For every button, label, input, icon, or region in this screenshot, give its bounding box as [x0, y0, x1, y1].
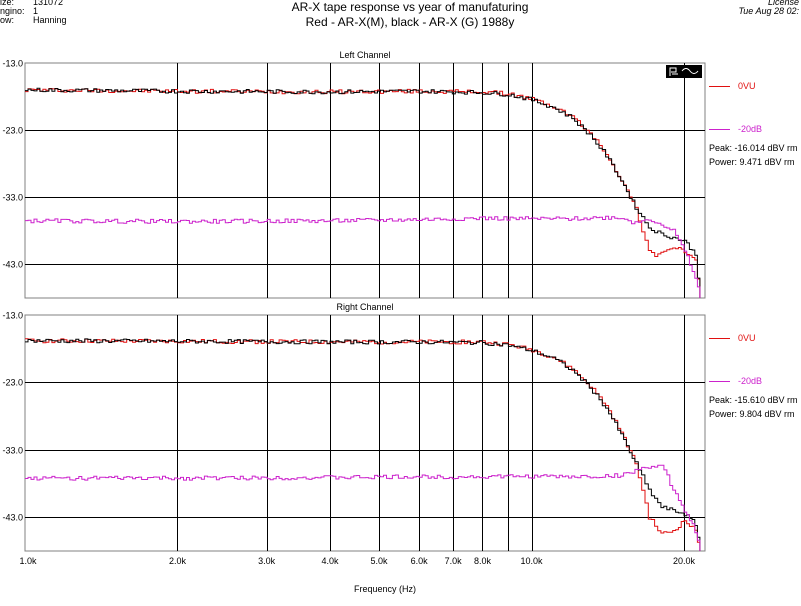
- license-label: License: [767, 0, 799, 7]
- x-tick-label: 10.0k: [521, 556, 544, 566]
- panel2-stats-line-1: Peak: -15.610 dBV rm: [709, 395, 798, 405]
- info-label-3: ow:: [0, 15, 15, 25]
- info-value-2: 1: [33, 6, 39, 16]
- panel2-stats-line-2: Power: 9.804 dBV rm: [709, 409, 795, 419]
- panel1-stats-line-2: Power: 9.471 dBV rm: [709, 157, 795, 167]
- panel2-y-tick-label: -33.0: [2, 446, 23, 456]
- panel1-y-tick-label: -33.0: [2, 193, 23, 203]
- panel1-series-line-3: [25, 215, 701, 298]
- panel1-series-line-2: [25, 87, 701, 298]
- x-tick-label: 7.0k: [445, 556, 463, 566]
- x-axis-label: Frequency (Hz): [354, 584, 416, 594]
- x-tick-label: 6.0k: [411, 556, 429, 566]
- x-tick-label: 2.0k: [169, 556, 187, 566]
- panel2-y-tick-label: -13.0: [2, 311, 23, 321]
- panel2-series-line-2: [25, 338, 701, 551]
- info-value-1: 131072: [33, 0, 64, 7]
- panel1-plot-frame: [24, 62, 706, 299]
- panel2-plot-frame: [24, 314, 706, 552]
- panel1-y-tick-label: -43.0: [2, 260, 23, 270]
- chart-title-line2: Red - AR-X(M), black - AR-X (G) 1988y: [305, 15, 515, 29]
- panel1-channel-title: Left Channel: [339, 50, 390, 60]
- panel1-y-tick-label: -23.0: [2, 126, 23, 136]
- x-tick-label: 4.0k: [321, 556, 339, 566]
- x-tick-label: 5.0k: [371, 556, 389, 566]
- x-tick-label: 1.0k: [19, 556, 37, 566]
- cursor-tools-glyph-2: [681, 68, 699, 74]
- panel2-legend-label-2: -20dB: [738, 376, 762, 386]
- chart-title-line1: AR-X tape response vs year of manufaturi…: [291, 0, 529, 14]
- date-label: Tue Aug 28 02:: [738, 6, 799, 16]
- panel2-channel-title: Right Channel: [336, 302, 393, 312]
- cursor-tools-glyph-1: [669, 67, 678, 76]
- panel2-legend-label-1: 0VU: [738, 333, 756, 343]
- info-label-2: ngino:: [0, 6, 25, 16]
- panel2-y-tick-label: -23.0: [2, 378, 23, 388]
- cursor-tools-icon: [666, 65, 702, 78]
- panel1-legend-label-2: -20dB: [738, 124, 762, 134]
- panel2-series-line-3: [25, 464, 701, 551]
- panel1-legend-label-1: 0VU: [738, 81, 756, 91]
- info-label-1: ize:: [0, 0, 15, 7]
- x-tick-label: 3.0k: [258, 556, 276, 566]
- x-tick-label: 8.0k: [474, 556, 492, 566]
- panel2-y-tick-label: -43.0: [2, 513, 23, 523]
- x-tick-label: 20.0k: [673, 556, 696, 566]
- panel1-y-tick-label: -13.0: [2, 59, 23, 69]
- info-value-3: Hanning: [33, 15, 67, 25]
- panel1-stats-line-1: Peak: -16.014 dBV rm: [709, 143, 798, 153]
